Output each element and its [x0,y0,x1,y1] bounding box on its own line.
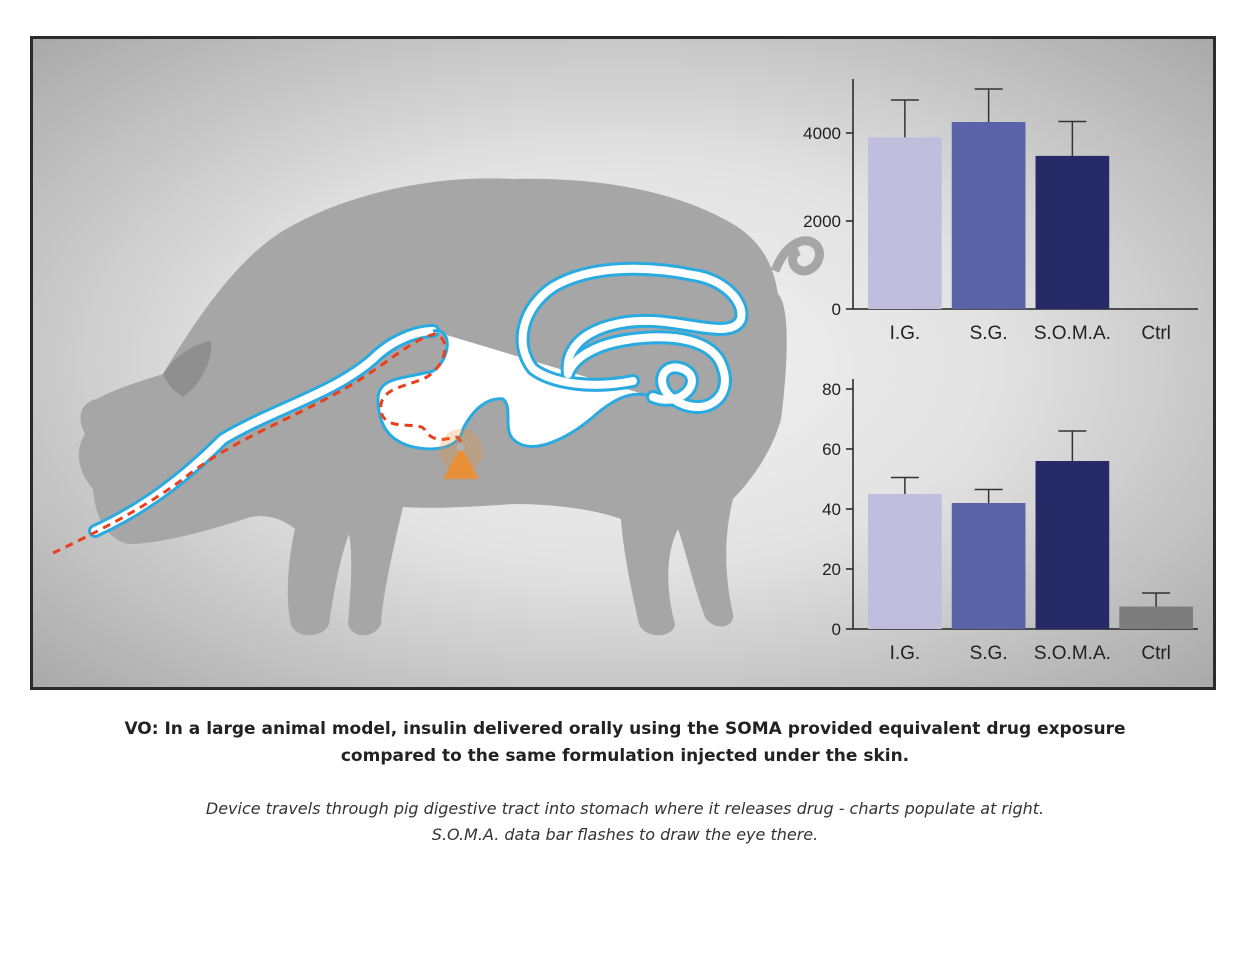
category-label: S.O.M.A. [1034,643,1111,664]
bar [1035,155,1110,309]
pig-ear [163,341,212,397]
category-label: Ctrl [1141,323,1171,344]
bar [951,122,1026,309]
pig-illustration: 0 2000 4000 I.G. S.G. S.O.M.A. Ctrl 0 20 40 60 80 I… [52,79,1198,664]
category-label: Ctrl [1141,643,1171,664]
bar [868,494,942,629]
category-label: S.G. [970,323,1008,344]
y-tick-label: 60 [822,440,841,459]
note-line-2: S.O.M.A. data bar flashes to draw the ey… [431,825,819,844]
y-tick-label: 2000 [803,212,841,231]
y-tick-label: 0 [832,620,841,639]
bar [868,137,942,309]
category-label: I.G. [890,643,921,664]
device-path [52,332,463,555]
illustration-panel: 0 2000 4000 I.G. S.G. S.O.M.A. Ctrl 0 20 40 60 80 I… [30,36,1216,690]
drug-release-glow [439,429,483,479]
y-tick-label: 20 [822,560,841,579]
voiceover-line-1: VO: In a large animal model, insulin del… [124,719,1126,739]
category-label: I.G. [890,323,921,344]
voiceover-caption: VO: In a large animal model, insulin del… [40,716,1210,770]
voiceover-line-2: compared to the same formulation injecte… [340,746,910,766]
y-tick-label: 80 [822,380,841,399]
bar [1035,461,1110,629]
bar [951,503,1026,629]
chart-bottom: 0 20 40 60 80 I.G. S.G. S.O.M.A. Ctrl [822,379,1198,664]
y-tick-label: 0 [832,300,841,319]
category-label: S.O.M.A. [1034,323,1111,344]
category-label: S.G. [970,643,1008,664]
bar [1119,606,1193,629]
stomach [376,329,654,451]
y-tick-label: 40 [822,500,841,519]
pig-tail [770,236,824,276]
y-tick-label: 4000 [803,124,841,143]
chart-top: 0 2000 4000 I.G. S.G. S.O.M.A. Ctrl [803,79,1198,344]
animation-note: Device travels through pig digestive tra… [40,796,1210,848]
note-line-1: Device travels through pig digestive tra… [205,799,1045,818]
